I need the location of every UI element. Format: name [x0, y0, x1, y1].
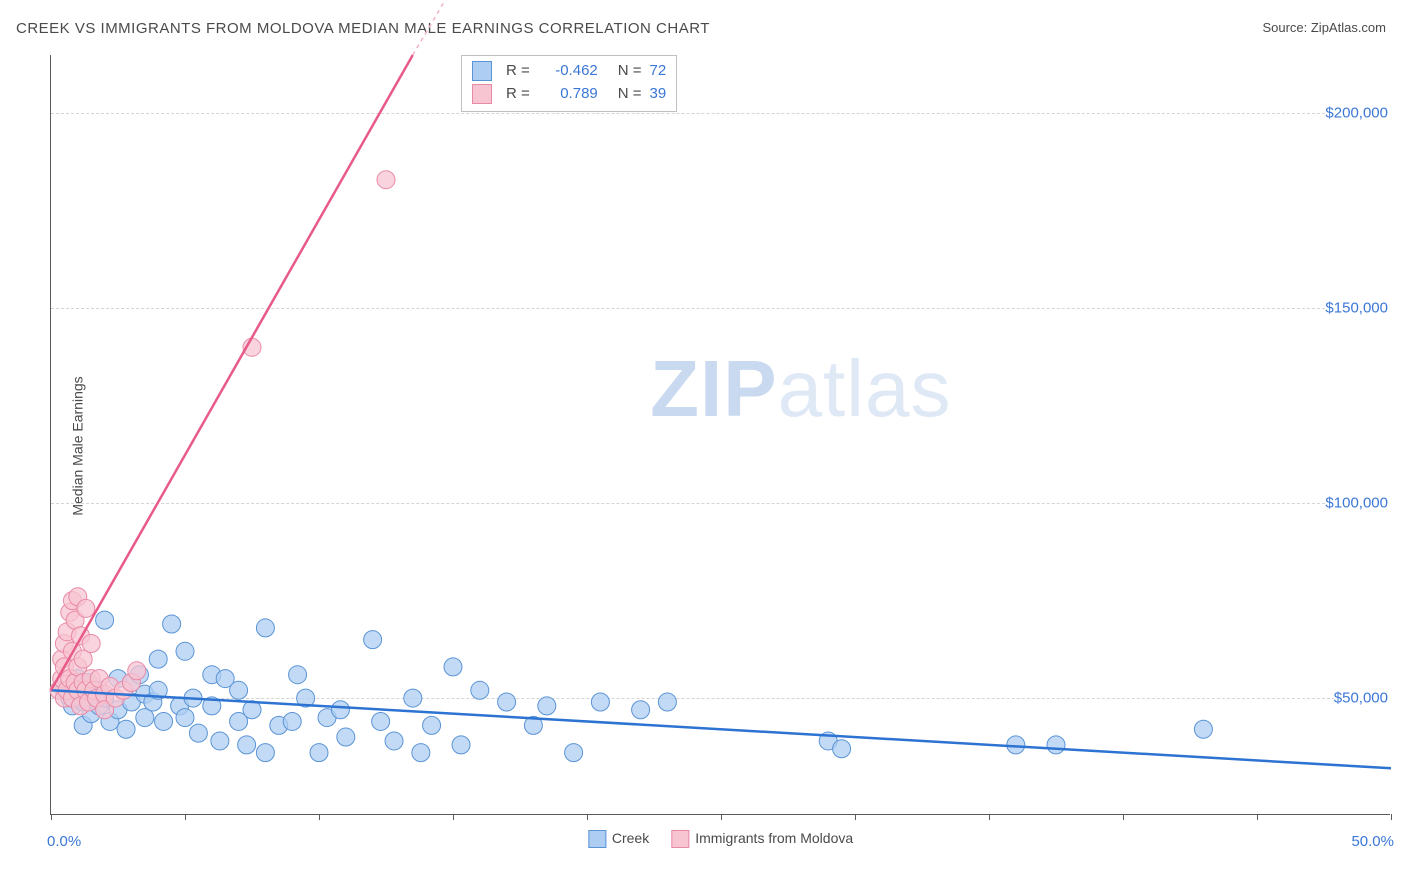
- legend-item-creek: Creek: [588, 830, 649, 848]
- data-point: [385, 732, 403, 750]
- data-point: [211, 732, 229, 750]
- scatter-svg: [51, 55, 1390, 814]
- data-point: [404, 689, 422, 707]
- data-point: [289, 666, 307, 684]
- source-attribution: Source: ZipAtlas.com: [1262, 20, 1386, 35]
- data-point: [82, 635, 100, 653]
- x-tick-mark: [1257, 814, 1258, 820]
- data-point: [189, 724, 207, 742]
- legend-swatch-creek: [588, 830, 606, 848]
- data-point: [163, 615, 181, 633]
- stats-row-creek: R = -0.462 N = 72: [472, 60, 666, 83]
- data-point: [1194, 720, 1212, 738]
- data-point: [331, 701, 349, 719]
- x-tick-mark: [1123, 814, 1124, 820]
- data-point: [337, 728, 355, 746]
- source-prefix: Source:: [1262, 20, 1310, 35]
- legend-item-moldova: Immigrants from Moldova: [671, 830, 853, 848]
- legend-swatch-moldova: [671, 830, 689, 848]
- correlation-stats-box: R = -0.462 N = 72 R = 0.789 N = 39: [461, 55, 677, 112]
- data-point: [377, 171, 395, 189]
- trend-line: [51, 690, 1391, 768]
- stats-row-moldova: R = 0.789 N = 39: [472, 83, 666, 106]
- trend-line: [51, 55, 413, 690]
- data-point: [230, 681, 248, 699]
- source-name: ZipAtlas.com: [1311, 20, 1386, 35]
- data-point: [176, 642, 194, 660]
- data-point: [238, 736, 256, 754]
- data-point: [591, 693, 609, 711]
- r-value-moldova: 0.789: [538, 83, 598, 106]
- data-point: [565, 744, 583, 762]
- x-tick-mark: [319, 814, 320, 820]
- r-label: R =: [506, 60, 530, 83]
- plot-area: ZIPatlas $50,000$100,000$150,000$200,000…: [50, 55, 1390, 815]
- data-point: [256, 619, 274, 637]
- data-point: [412, 744, 430, 762]
- data-point: [155, 712, 173, 730]
- data-point: [283, 712, 301, 730]
- data-point: [117, 720, 135, 738]
- data-point: [632, 701, 650, 719]
- data-point: [372, 712, 390, 730]
- x-tick-mark: [855, 814, 856, 820]
- data-point: [658, 693, 676, 711]
- data-point: [423, 716, 441, 734]
- data-point: [77, 599, 95, 617]
- r-value-creek: -0.462: [538, 60, 598, 83]
- n-label: N =: [618, 60, 642, 83]
- data-point: [833, 740, 851, 758]
- data-point: [256, 744, 274, 762]
- data-point: [471, 681, 489, 699]
- n-label: N =: [618, 83, 642, 106]
- legend-label-moldova: Immigrants from Moldova: [695, 830, 853, 846]
- x-tick-mark: [989, 814, 990, 820]
- x-tick-mark: [721, 814, 722, 820]
- n-value-creek: 72: [650, 60, 667, 83]
- data-point: [1047, 736, 1065, 754]
- n-value-moldova: 39: [650, 83, 667, 106]
- x-tick-mark: [453, 814, 454, 820]
- data-point: [364, 631, 382, 649]
- data-point: [444, 658, 462, 676]
- x-tick-mark: [51, 814, 52, 820]
- data-point: [176, 709, 194, 727]
- swatch-moldova: [472, 84, 492, 104]
- x-tick-mark: [587, 814, 588, 820]
- data-point: [538, 697, 556, 715]
- data-point: [452, 736, 470, 754]
- data-point: [149, 650, 167, 668]
- legend-bottom: Creek Immigrants from Moldova: [588, 830, 853, 848]
- x-tick-mark: [1391, 814, 1392, 820]
- data-point: [128, 662, 146, 680]
- legend-label-creek: Creek: [612, 830, 649, 846]
- data-point: [96, 611, 114, 629]
- data-point: [498, 693, 516, 711]
- r-label: R =: [506, 83, 530, 106]
- data-point: [310, 744, 328, 762]
- x-axis-min-label: 0.0%: [47, 833, 81, 850]
- x-tick-mark: [185, 814, 186, 820]
- chart-title: CREEK VS IMMIGRANTS FROM MOLDOVA MEDIAN …: [16, 20, 710, 37]
- x-axis-max-label: 50.0%: [1351, 833, 1394, 850]
- swatch-creek: [472, 61, 492, 81]
